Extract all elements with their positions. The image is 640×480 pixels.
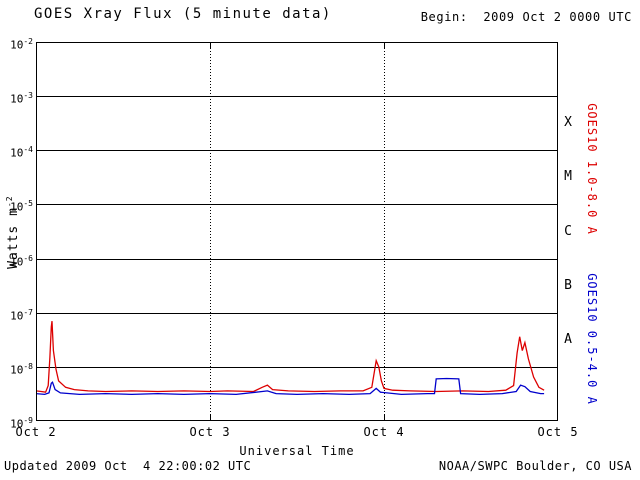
y-axis-tick-label: 10-5 [10, 199, 33, 215]
updated-timestamp: Updated 2009 Oct 4 22:00:02 UTC [4, 459, 252, 473]
chart-title: GOES Xray Flux (5 minute data) [34, 6, 332, 22]
plot-border [36, 42, 558, 421]
x-axis-tick-label: Oct 4 [363, 425, 405, 439]
x-axis-title: Universal Time [239, 444, 355, 458]
series-label-long: GOES10 1.0-8.0 A [585, 103, 599, 235]
y-axis-tick-label: 10-2 [10, 37, 33, 52]
flare-class-label: M [564, 169, 572, 185]
plot-area [35, 42, 559, 422]
series-line-long [35, 321, 545, 393]
series-label-short: GOES10 0.5-4.0 A [585, 273, 599, 405]
x-axis-tick-label: Oct 5 [537, 425, 579, 439]
flare-class-label: A [564, 331, 572, 347]
y-axis-tick-label: 10-7 [10, 307, 33, 323]
series-line-short [35, 377, 545, 396]
y-axis-tick-label: 10-3 [10, 91, 33, 106]
y-axis-tick-label: 10-6 [10, 253, 33, 269]
plot-canvas [35, 42, 559, 422]
x-axis-tick-label: Oct 2 [15, 425, 57, 439]
flare-class-label: X [564, 115, 572, 131]
y-axis-title: Watts m-2 [5, 162, 21, 302]
y-axis-tick-label: 10-9 [10, 416, 33, 431]
flare-class-label: C [564, 223, 572, 239]
flare-class-label: B [564, 277, 572, 293]
begin-time-label: Begin: 2009 Oct 2 0000 UTC [420, 10, 632, 24]
y-axis-tick-label: 10-4 [10, 145, 33, 160]
y-axis-tick-label: 10-8 [10, 361, 33, 377]
x-axis-tick-label: Oct 3 [189, 425, 231, 439]
attribution: NOAA/SWPC Boulder, CO USA [438, 459, 632, 473]
